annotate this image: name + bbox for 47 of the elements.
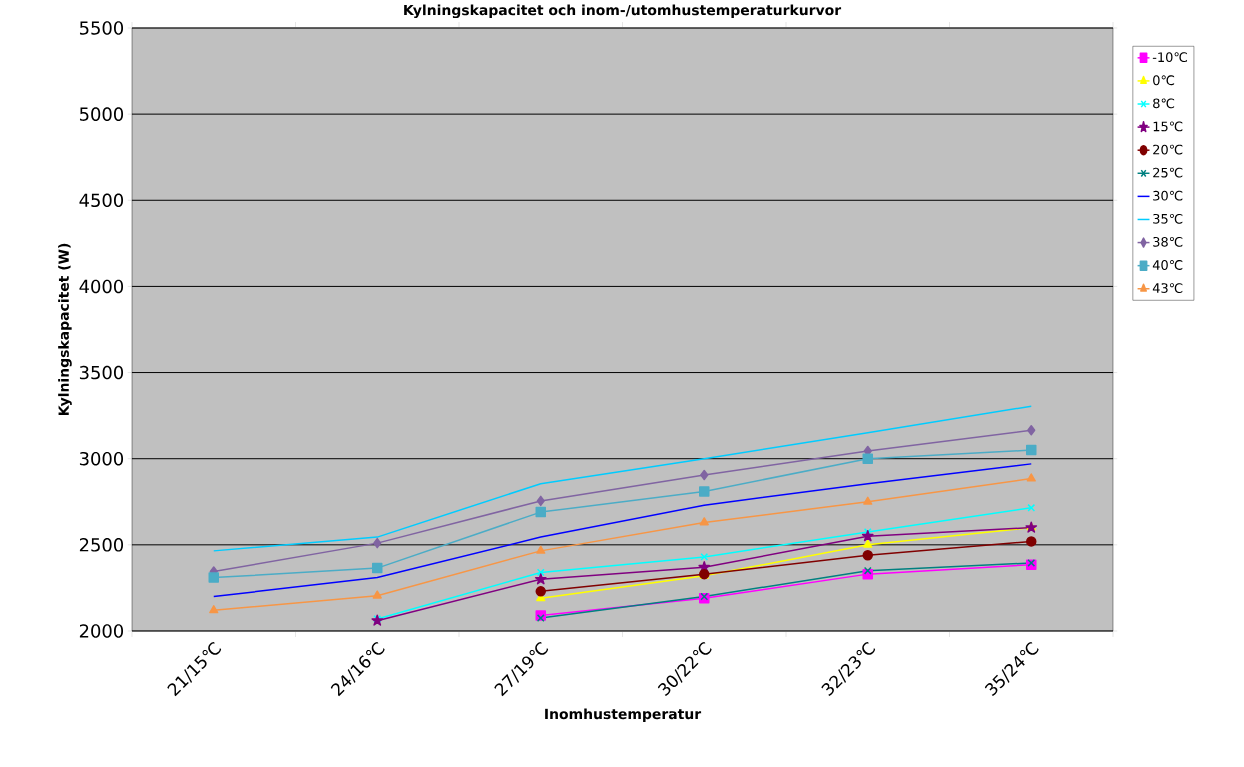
point [1027,503,1036,512]
y-tick-label: 2500 [79,538,124,552]
point [535,586,547,597]
point [372,590,382,599]
y-tick-label: 5000 [79,107,124,121]
line-series [213,405,1033,552]
point [534,573,547,585]
point [862,453,874,464]
legend-label: 38℃ [1153,237,1183,247]
x-axis-title: Inomhustemperatur [545,708,702,722]
point [372,562,383,574]
legend-label: 40℃ [1152,260,1183,270]
point [1026,473,1036,482]
legend-label: -10℃ [1152,52,1188,63]
y-tick-label: 3500 [79,365,124,380]
y-tick-label: 4000 [79,279,124,294]
point [536,495,545,507]
legend-label: 0℃ [1153,75,1175,86]
point [1026,444,1037,456]
legend-label: 35℃ [1153,213,1183,224]
point [862,549,874,561]
y-tick-label: 3000 [79,451,124,466]
point [863,539,873,548]
legend-label: 8℃ [1153,98,1175,109]
point [536,545,546,554]
point [700,469,709,481]
y-axis-title: Kylningskapacitet (W) [58,243,72,416]
legend-label: 43℃ [1152,283,1183,293]
legend-label: 15℃ [1153,121,1183,132]
y-tick-label: 5500 [79,21,124,35]
y-tick-label: 2000 [79,624,124,638]
point [699,486,710,497]
point [1026,536,1037,547]
legend-label: 30℃ [1153,190,1183,201]
point [373,537,382,549]
point [863,496,873,505]
legend-label: 20℃ [1153,144,1183,155]
point [535,506,547,518]
legend-label: 25℃ [1153,167,1183,178]
point [208,572,219,583]
line-series [213,463,1033,598]
y-tick-label: 4500 [79,193,124,208]
point [1027,425,1036,436]
point [699,517,709,526]
point [861,530,874,542]
point [209,605,219,614]
chart-title: Kylningskapacitet och inom-/utomhustemperaturkurvor [404,4,842,19]
